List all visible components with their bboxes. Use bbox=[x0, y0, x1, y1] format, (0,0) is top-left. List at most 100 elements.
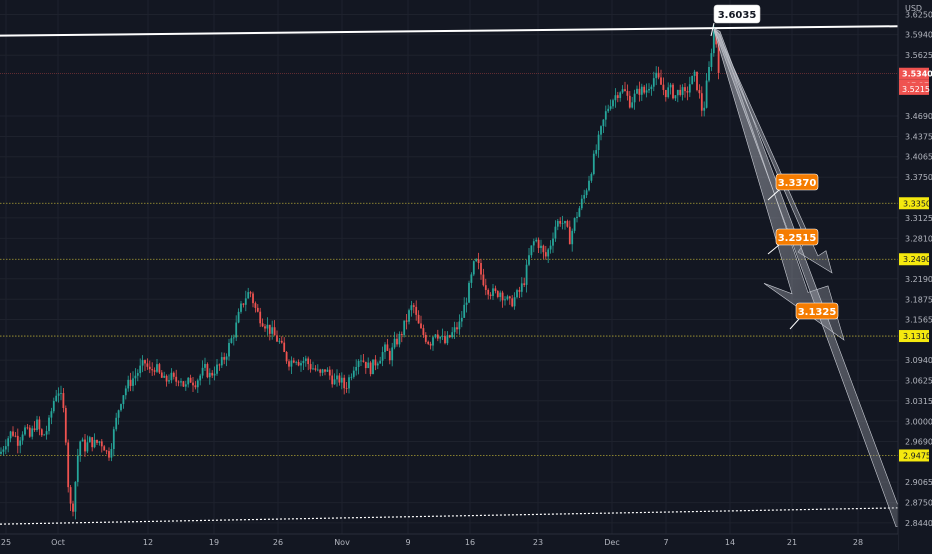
candle-body bbox=[451, 332, 454, 338]
current-price-tag[interactable] bbox=[899, 67, 929, 80]
drawings[interactable]: 3.6035 3.3370 3.2515 3.1325 bbox=[0, 4, 907, 528]
candle-body bbox=[564, 220, 566, 224]
candle-body bbox=[472, 261, 475, 275]
price-tick-label: 3.5940 bbox=[905, 31, 932, 40]
candle-body bbox=[160, 372, 163, 378]
candle-body bbox=[148, 366, 151, 370]
candle-body bbox=[302, 360, 305, 364]
candle-body bbox=[624, 89, 626, 91]
support-levels[interactable] bbox=[0, 73, 898, 456]
target3-callout[interactable]: 3.1325 bbox=[789, 302, 839, 330]
candle-body bbox=[134, 375, 137, 379]
price-tick-label: 3.0315 bbox=[905, 397, 932, 406]
candle-body bbox=[180, 381, 182, 383]
candle-body bbox=[278, 340, 281, 342]
candle-body bbox=[129, 379, 132, 386]
candle-body bbox=[650, 86, 653, 90]
candle-body bbox=[386, 344, 389, 351]
candle-body bbox=[432, 337, 434, 346]
time-tick-label: 16 bbox=[465, 538, 475, 547]
target1-callout[interactable]: 3.3370 bbox=[767, 173, 819, 201]
target1-callout-label: 3.3370 bbox=[778, 178, 817, 189]
candle-body bbox=[516, 290, 518, 298]
candle-body bbox=[420, 323, 422, 329]
candle-body bbox=[470, 274, 473, 283]
candle-body bbox=[412, 305, 415, 307]
lower-trendline[interactable] bbox=[0, 507, 899, 525]
candle-body bbox=[319, 369, 322, 373]
candle-body bbox=[206, 364, 209, 378]
candle-body bbox=[352, 370, 355, 377]
level-tag[interactable] bbox=[899, 330, 929, 343]
candle-body bbox=[513, 297, 516, 307]
candle-body bbox=[372, 359, 374, 375]
candle-body bbox=[422, 328, 425, 335]
candle-body bbox=[669, 84, 672, 88]
candle-body bbox=[520, 283, 523, 292]
candle-body bbox=[554, 226, 557, 239]
candle-body bbox=[184, 384, 187, 387]
candle-body bbox=[355, 366, 358, 371]
candle-body bbox=[259, 311, 262, 324]
candle-body bbox=[631, 102, 634, 108]
candle-body bbox=[376, 363, 379, 366]
candle-body bbox=[566, 220, 569, 227]
price-tick-label: 3.0625 bbox=[905, 377, 932, 386]
candle-body bbox=[21, 434, 24, 441]
candle-body bbox=[609, 106, 612, 109]
candle-body bbox=[403, 320, 406, 335]
candle-body bbox=[660, 77, 662, 85]
candle-body bbox=[273, 327, 276, 336]
candle-body bbox=[201, 367, 204, 376]
candle-body bbox=[484, 285, 487, 290]
candle-body bbox=[309, 364, 312, 370]
price-tick-label: 2.8750 bbox=[905, 499, 932, 508]
target2-callout[interactable]: 3.2515 bbox=[767, 228, 819, 255]
upper-trendline[interactable] bbox=[0, 25, 899, 37]
candle-body bbox=[28, 427, 31, 437]
level-tag[interactable] bbox=[899, 253, 929, 266]
peak-callout[interactable]: 3.6035 bbox=[710, 4, 761, 37]
candle-body bbox=[696, 71, 698, 91]
candle-body bbox=[12, 431, 14, 436]
candle-body bbox=[458, 321, 461, 330]
candle-body bbox=[254, 303, 257, 308]
candle-body bbox=[600, 126, 602, 135]
candle-body bbox=[271, 327, 274, 334]
candle-body bbox=[91, 437, 94, 448]
candle-body bbox=[168, 380, 170, 382]
price-tick-label: 2.9690 bbox=[905, 437, 932, 446]
time-tick-label: Oct bbox=[51, 538, 65, 547]
target2-callout-label: 3.2515 bbox=[778, 233, 817, 244]
candle-body bbox=[307, 358, 310, 365]
level-tag-label: 3.1310 bbox=[903, 332, 931, 341]
candle-body bbox=[708, 66, 710, 81]
time-axis[interactable]: 25 Oct 12 19 26 Nov 9 16 23 Dec 7 14 21 28 bbox=[0, 533, 898, 550]
time-tick-label: 7 bbox=[663, 538, 668, 547]
time-tick-label: 14 bbox=[725, 538, 735, 547]
candle-body bbox=[211, 372, 214, 376]
level-tag[interactable] bbox=[899, 449, 929, 462]
candle-body bbox=[247, 292, 250, 299]
candle-body bbox=[338, 375, 341, 383]
candle-body bbox=[537, 239, 540, 248]
level-tag[interactable] bbox=[899, 197, 929, 210]
candle-body bbox=[468, 282, 470, 303]
candle-body bbox=[276, 335, 278, 342]
candle-body bbox=[52, 401, 55, 412]
candle-body bbox=[667, 87, 670, 98]
candle-body bbox=[367, 362, 370, 369]
candle-body bbox=[170, 372, 173, 381]
candle-body bbox=[595, 150, 598, 154]
candle-body bbox=[602, 119, 605, 127]
currency-label: USD bbox=[905, 4, 922, 13]
candle-body bbox=[384, 344, 386, 353]
candle-body bbox=[213, 373, 216, 376]
candle-body bbox=[115, 417, 118, 430]
candle-body bbox=[120, 404, 122, 411]
candle-body bbox=[688, 84, 691, 93]
